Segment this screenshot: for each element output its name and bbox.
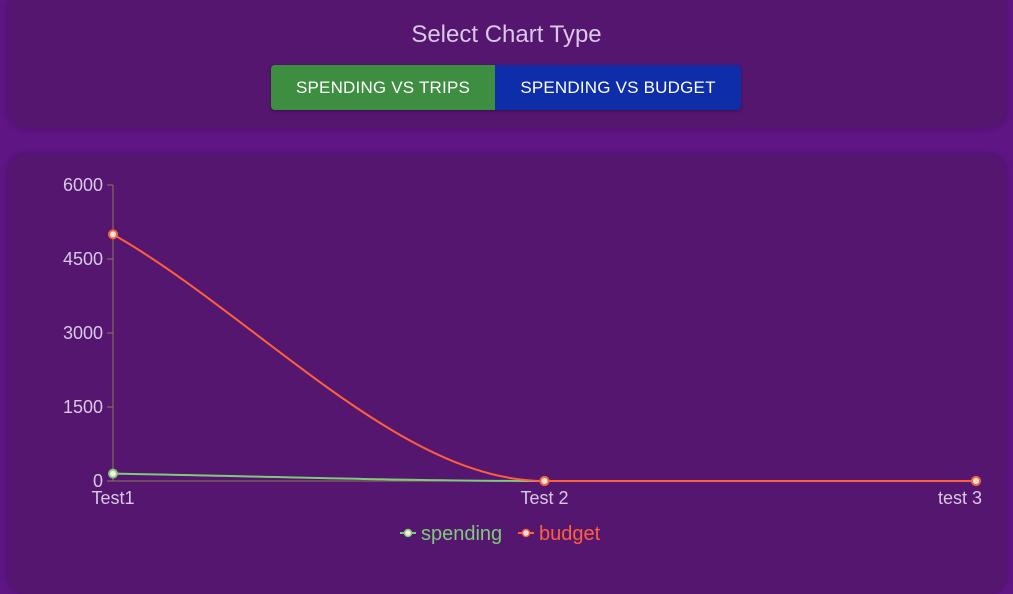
chart-panel (8, 154, 1006, 594)
chart-type-button-group: SPENDING VS TRIPS SPENDING VS BUDGET (271, 65, 741, 110)
spending-vs-budget-button[interactable]: SPENDING VS BUDGET (495, 65, 741, 110)
spending-vs-trips-button[interactable]: SPENDING VS TRIPS (271, 65, 495, 110)
page-title: Select Chart Type (411, 21, 602, 48)
